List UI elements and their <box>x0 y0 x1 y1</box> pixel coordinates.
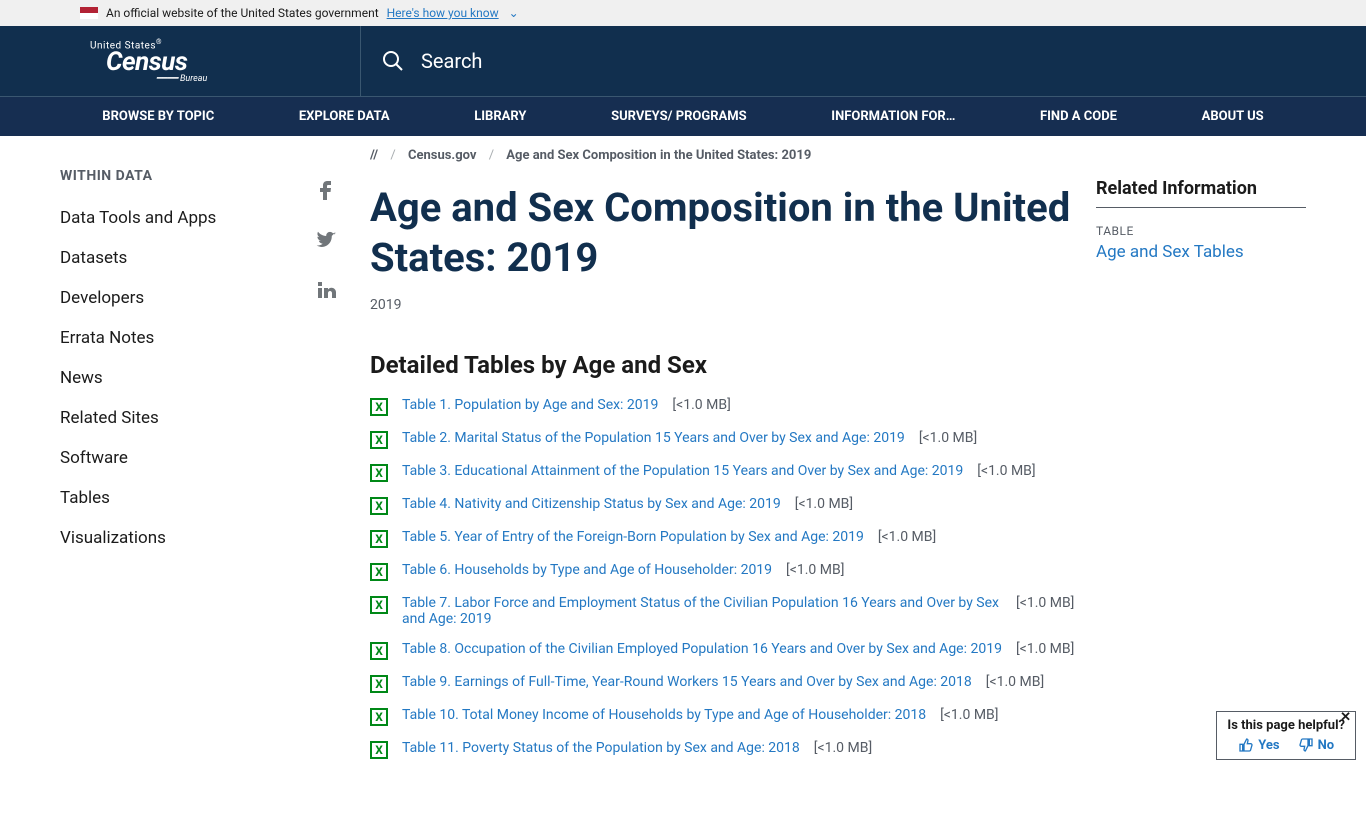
nav-item-1[interactable]: EXPLORE DATA <box>291 97 398 136</box>
table-link-9[interactable]: Table 9. Earnings of Full-Time, Year-Rou… <box>402 674 972 690</box>
breadcrumb-home[interactable]: Census.gov <box>408 148 476 163</box>
table-link-5[interactable]: Table 5. Year of Entry of the Foreign-Bo… <box>402 529 864 545</box>
page-year: 2019 <box>370 297 1076 313</box>
sidebar-item-2[interactable]: Developers <box>60 278 288 318</box>
nav-item-2[interactable]: LIBRARY <box>466 97 534 136</box>
facebook-icon[interactable] <box>314 178 338 202</box>
xls-icon: X <box>370 497 388 515</box>
table-size: [<1.0 MB] <box>672 397 730 413</box>
xls-icon: X <box>370 530 388 548</box>
feedback-no[interactable]: No <box>1298 737 1335 753</box>
us-flag-icon <box>80 7 98 19</box>
xls-icon: X <box>370 464 388 482</box>
sidebar: WITHIN DATA Data Tools and AppsDatasetsD… <box>60 148 298 773</box>
nav-item-3[interactable]: SURVEYS/ PROGRAMS <box>603 97 755 136</box>
chevron-down-icon: ⌄ <box>509 6 519 20</box>
nav-item-4[interactable]: INFORMATION FOR… <box>823 97 963 136</box>
sidebar-item-7[interactable]: Tables <box>60 478 288 518</box>
table-link-10[interactable]: Table 10. Total Money Income of Househol… <box>402 707 926 723</box>
breadcrumb-current: Age and Sex Composition in the United St… <box>506 148 811 163</box>
table-size: [<1.0 MB] <box>786 562 844 578</box>
table-row: X Table 9. Earnings of Full-Time, Year-Ro… <box>370 674 1076 693</box>
section-title: Detailed Tables by Age and Sex <box>370 351 1076 379</box>
sidebar-item-8[interactable]: Visualizations <box>60 518 288 558</box>
table-link-2[interactable]: Table 2. Marital Status of the Populatio… <box>402 430 905 446</box>
table-size: [<1.0 MB] <box>919 430 977 446</box>
nav-item-6[interactable]: ABOUT US <box>1194 97 1272 136</box>
table-size: [<1.0 MB] <box>940 707 998 723</box>
table-row: X Table 11. Poverty Status of the Populat… <box>370 740 1076 759</box>
sidebar-item-3[interactable]: Errata Notes <box>60 318 288 358</box>
table-size: [<1.0 MB] <box>795 496 853 512</box>
sidebar-item-0[interactable]: Data Tools and Apps <box>60 198 288 238</box>
main-nav: BROWSE BY TOPIC EXPLORE DATA LIBRARY SURVEY… <box>0 96 1366 136</box>
table-size: [<1.0 MB] <box>1016 595 1074 611</box>
table-row: X Table 6. Households by Type and Age of … <box>370 562 1076 581</box>
table-link-1[interactable]: Table 1. Population by Age and Sex: 2019 <box>402 397 658 413</box>
xls-icon: X <box>370 398 388 416</box>
related-link[interactable]: Age and Sex Tables <box>1096 242 1306 262</box>
sidebar-item-1[interactable]: Datasets <box>60 238 288 278</box>
table-link-11[interactable]: Table 11. Poverty Status of the Populati… <box>402 740 800 756</box>
xls-icon: X <box>370 642 388 660</box>
sidebar-item-6[interactable]: Software <box>60 438 288 478</box>
close-icon[interactable]: ✕ <box>1340 710 1351 725</box>
xls-icon: X <box>370 675 388 693</box>
banner-link[interactable]: Here's how you know <box>387 6 499 20</box>
table-size: [<1.0 MB] <box>1016 641 1074 657</box>
nav-item-5[interactable]: FIND A CODE <box>1032 97 1125 136</box>
feedback-question: Is this page helpful? <box>1227 718 1345 733</box>
table-size: [<1.0 MB] <box>977 463 1035 479</box>
table-link-4[interactable]: Table 4. Nativity and Citizenship Status… <box>402 496 781 512</box>
linkedin-icon[interactable] <box>314 278 338 302</box>
related-title: Related Information <box>1096 178 1306 208</box>
search-icon <box>381 49 405 73</box>
twitter-icon[interactable] <box>314 228 338 252</box>
table-size: [<1.0 MB] <box>878 529 936 545</box>
xls-icon: X <box>370 741 388 759</box>
table-row: X Table 1. Population by Age and Sex: 201… <box>370 397 1076 416</box>
table-row: X Table 10. Total Money Income of Househo… <box>370 707 1076 726</box>
table-size: [<1.0 MB] <box>814 740 872 756</box>
table-link-3[interactable]: Table 3. Educational Attainment of the P… <box>402 463 963 479</box>
xls-icon: X <box>370 708 388 726</box>
table-row: X Table 8. Occupation of the Civilian Emp… <box>370 641 1076 660</box>
nav-item-0[interactable]: BROWSE BY TOPIC <box>94 97 222 136</box>
breadcrumb: // / Census.gov / Age and Sex Compositio… <box>370 148 1076 163</box>
xls-icon: X <box>370 431 388 449</box>
main-content: // / Census.gov / Age and Sex Compositio… <box>354 148 1096 773</box>
share-bar <box>298 148 354 773</box>
feedback-yes[interactable]: Yes <box>1238 737 1279 753</box>
table-link-8[interactable]: Table 8. Occupation of the Civilian Empl… <box>402 641 1002 657</box>
sidebar-item-5[interactable]: Related Sites <box>60 398 288 438</box>
logo[interactable]: United States® Census ━━━━ Bureau <box>0 38 360 85</box>
xls-icon: X <box>370 563 388 581</box>
sidebar-item-4[interactable]: News <box>60 358 288 398</box>
table-row: X Table 3. Educational Attainment of the … <box>370 463 1076 482</box>
feedback-widget: ✕ Is this page helpful? Yes No <box>1216 711 1356 760</box>
table-row: X Table 2. Marital Status of the Populati… <box>370 430 1076 449</box>
search-label: Search <box>421 49 482 73</box>
table-row: X Table 5. Year of Entry of the Foreign-B… <box>370 529 1076 548</box>
table-link-7[interactable]: Table 7. Labor Force and Employment Stat… <box>402 595 1002 627</box>
table-link-6[interactable]: Table 6. Households by Type and Age of H… <box>402 562 772 578</box>
sidebar-title: WITHIN DATA <box>60 168 288 184</box>
xls-icon: X <box>370 596 388 614</box>
table-row: X Table 7. Labor Force and Employment Sta… <box>370 595 1076 627</box>
header: United States® Census ━━━━ Bureau Search <box>0 26 1366 96</box>
search[interactable]: Search <box>360 26 1366 96</box>
related-type: TABLE <box>1096 224 1306 238</box>
related-info: Related Information TABLE Age and Sex Ta… <box>1096 148 1306 773</box>
table-row: X Table 4. Nativity and Citizenship Statu… <box>370 496 1076 515</box>
gov-banner: An official website of the United States… <box>0 0 1366 26</box>
page-title: Age and Sex Composition in the United St… <box>370 183 1076 283</box>
banner-text: An official website of the United States… <box>106 6 379 20</box>
table-size: [<1.0 MB] <box>986 674 1044 690</box>
